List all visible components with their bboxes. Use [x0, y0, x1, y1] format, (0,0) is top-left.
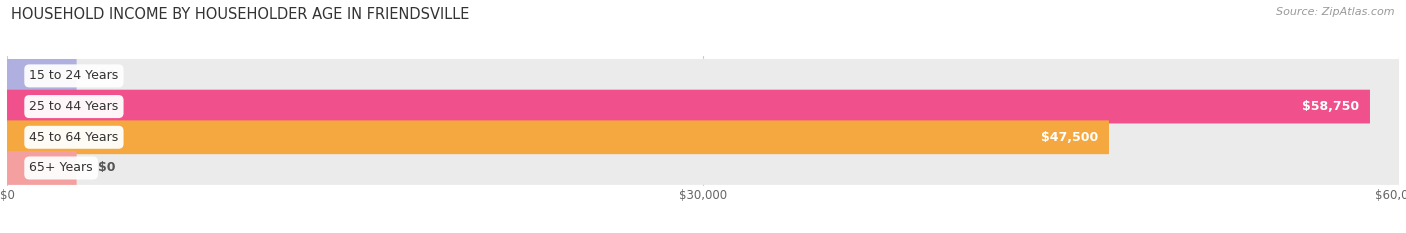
- Text: $0: $0: [97, 69, 115, 82]
- FancyBboxPatch shape: [7, 90, 1399, 123]
- Text: 45 to 64 Years: 45 to 64 Years: [30, 131, 118, 144]
- Text: $47,500: $47,500: [1040, 131, 1098, 144]
- Text: $0: $0: [97, 161, 115, 175]
- FancyBboxPatch shape: [7, 120, 1399, 154]
- FancyBboxPatch shape: [7, 90, 1369, 123]
- Text: $58,750: $58,750: [1302, 100, 1358, 113]
- Text: Source: ZipAtlas.com: Source: ZipAtlas.com: [1277, 7, 1395, 17]
- Text: 15 to 24 Years: 15 to 24 Years: [30, 69, 118, 82]
- Text: HOUSEHOLD INCOME BY HOUSEHOLDER AGE IN FRIENDSVILLE: HOUSEHOLD INCOME BY HOUSEHOLDER AGE IN F…: [11, 7, 470, 22]
- FancyBboxPatch shape: [7, 59, 77, 93]
- FancyBboxPatch shape: [7, 151, 77, 185]
- FancyBboxPatch shape: [7, 120, 1109, 154]
- FancyBboxPatch shape: [7, 151, 1399, 185]
- Text: 65+ Years: 65+ Years: [30, 161, 93, 175]
- FancyBboxPatch shape: [7, 59, 1399, 93]
- Text: 25 to 44 Years: 25 to 44 Years: [30, 100, 118, 113]
